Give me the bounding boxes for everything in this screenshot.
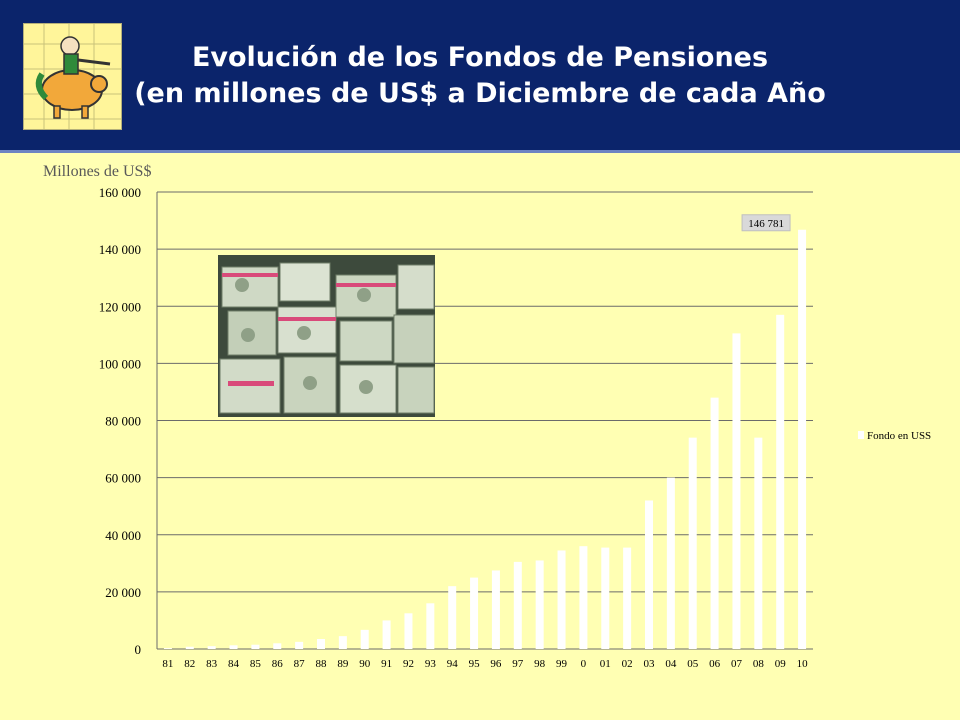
bar-86 <box>273 643 282 649</box>
bar-87 <box>295 641 304 649</box>
bar-82 <box>185 646 194 649</box>
header-divider <box>0 150 960 153</box>
title-line-2: (en millones de US$ a Diciembre de cada … <box>134 78 826 109</box>
y-tick-label: 120 000 <box>99 299 141 314</box>
bar-10 <box>798 229 807 649</box>
bar-09 <box>776 314 785 649</box>
y-tick-label: 40 000 <box>105 528 141 543</box>
x-tick-label: 01 <box>600 658 611 670</box>
x-tick-label: 93 <box>425 658 437 670</box>
bar-85 <box>251 644 260 649</box>
bar-94 <box>448 586 457 649</box>
bar-91 <box>382 620 391 649</box>
bar-90 <box>360 629 369 649</box>
x-tick-label: 03 <box>644 658 656 670</box>
bar-01 <box>601 547 610 649</box>
y-tick-label: 160 000 <box>99 185 141 200</box>
y-tick-label: 80 000 <box>105 414 141 429</box>
bar-97 <box>513 561 522 649</box>
x-tick-label: 89 <box>337 658 349 670</box>
x-tick-label: 0 <box>581 658 587 670</box>
bar-96 <box>491 570 500 649</box>
slide-header: Evolución de los Fondos de Pensiones (en… <box>0 0 960 150</box>
x-tick-label: 05 <box>687 658 699 670</box>
x-tick-label: 99 <box>556 658 568 670</box>
bar-05 <box>688 437 697 649</box>
y-tick-label: 100 000 <box>99 356 141 371</box>
x-tick-label: 83 <box>206 658 218 670</box>
bar-03 <box>645 500 653 649</box>
legend-label: Fondo en USS <box>867 430 931 442</box>
x-tick-label: 09 <box>775 658 787 670</box>
x-tick-label: 92 <box>403 658 414 670</box>
x-tick-label: 81 <box>162 658 173 670</box>
slide-title: Evolución de los Fondos de Pensiones (en… <box>120 40 840 112</box>
x-tick-label: 87 <box>294 658 306 670</box>
x-tick-label: 85 <box>250 658 262 670</box>
x-tick-label: 08 <box>753 658 765 670</box>
x-tick-label: 06 <box>709 658 721 670</box>
y-tick-label: 60 000 <box>105 471 141 486</box>
data-label-10: 146 781 <box>741 214 791 232</box>
bar-95 <box>470 577 479 649</box>
x-tick-label: 98 <box>534 658 546 670</box>
bar-83 <box>207 646 216 649</box>
x-tick-label: 95 <box>469 658 481 670</box>
legend-swatch <box>858 431 864 439</box>
x-tick-label: 88 <box>316 658 328 670</box>
x-tick-label: 90 <box>359 658 371 670</box>
x-tick-label: 86 <box>272 658 284 670</box>
bar-92 <box>404 613 413 649</box>
x-tick-label: 04 <box>665 658 677 670</box>
piggy-bank-logo <box>23 23 122 130</box>
x-tick-label: 10 <box>797 658 809 670</box>
x-tick-label: 02 <box>622 658 633 670</box>
title-line-1: Evolución de los Fondos de Pensiones <box>191 42 769 73</box>
bar-02 <box>623 547 632 649</box>
x-tick-label: 07 <box>731 658 743 670</box>
x-tick-label: 97 <box>512 658 524 670</box>
y-tick-label: 140 000 <box>99 242 141 257</box>
piggy-bank-icon <box>24 24 121 129</box>
data-label-text: 146 781 <box>748 218 784 230</box>
money-stacks-photo <box>218 255 435 417</box>
x-tick-label: 96 <box>490 658 502 670</box>
bar-06 <box>710 397 719 649</box>
bar-07 <box>732 333 741 649</box>
data-label-box <box>741 214 791 232</box>
bar-99 <box>557 550 566 649</box>
bar-81 <box>163 648 172 649</box>
bar-08 <box>754 437 763 649</box>
x-tick-label: 91 <box>381 658 392 670</box>
y-axis-title: Millones de US$ <box>43 163 151 180</box>
bar-93 <box>426 603 435 649</box>
bar-0 <box>579 546 588 649</box>
y-tick-label: 0 <box>135 642 142 657</box>
bar-04 <box>666 477 675 649</box>
y-tick-label: 20 000 <box>105 585 141 600</box>
bar-84 <box>229 645 238 649</box>
x-tick-label: 82 <box>184 658 195 670</box>
x-tick-label: 94 <box>447 658 459 670</box>
money-stacks-image <box>218 255 435 417</box>
bar-89 <box>338 636 347 649</box>
bar-88 <box>317 639 325 649</box>
x-tick-label: 84 <box>228 658 240 670</box>
bar-98 <box>535 560 544 649</box>
